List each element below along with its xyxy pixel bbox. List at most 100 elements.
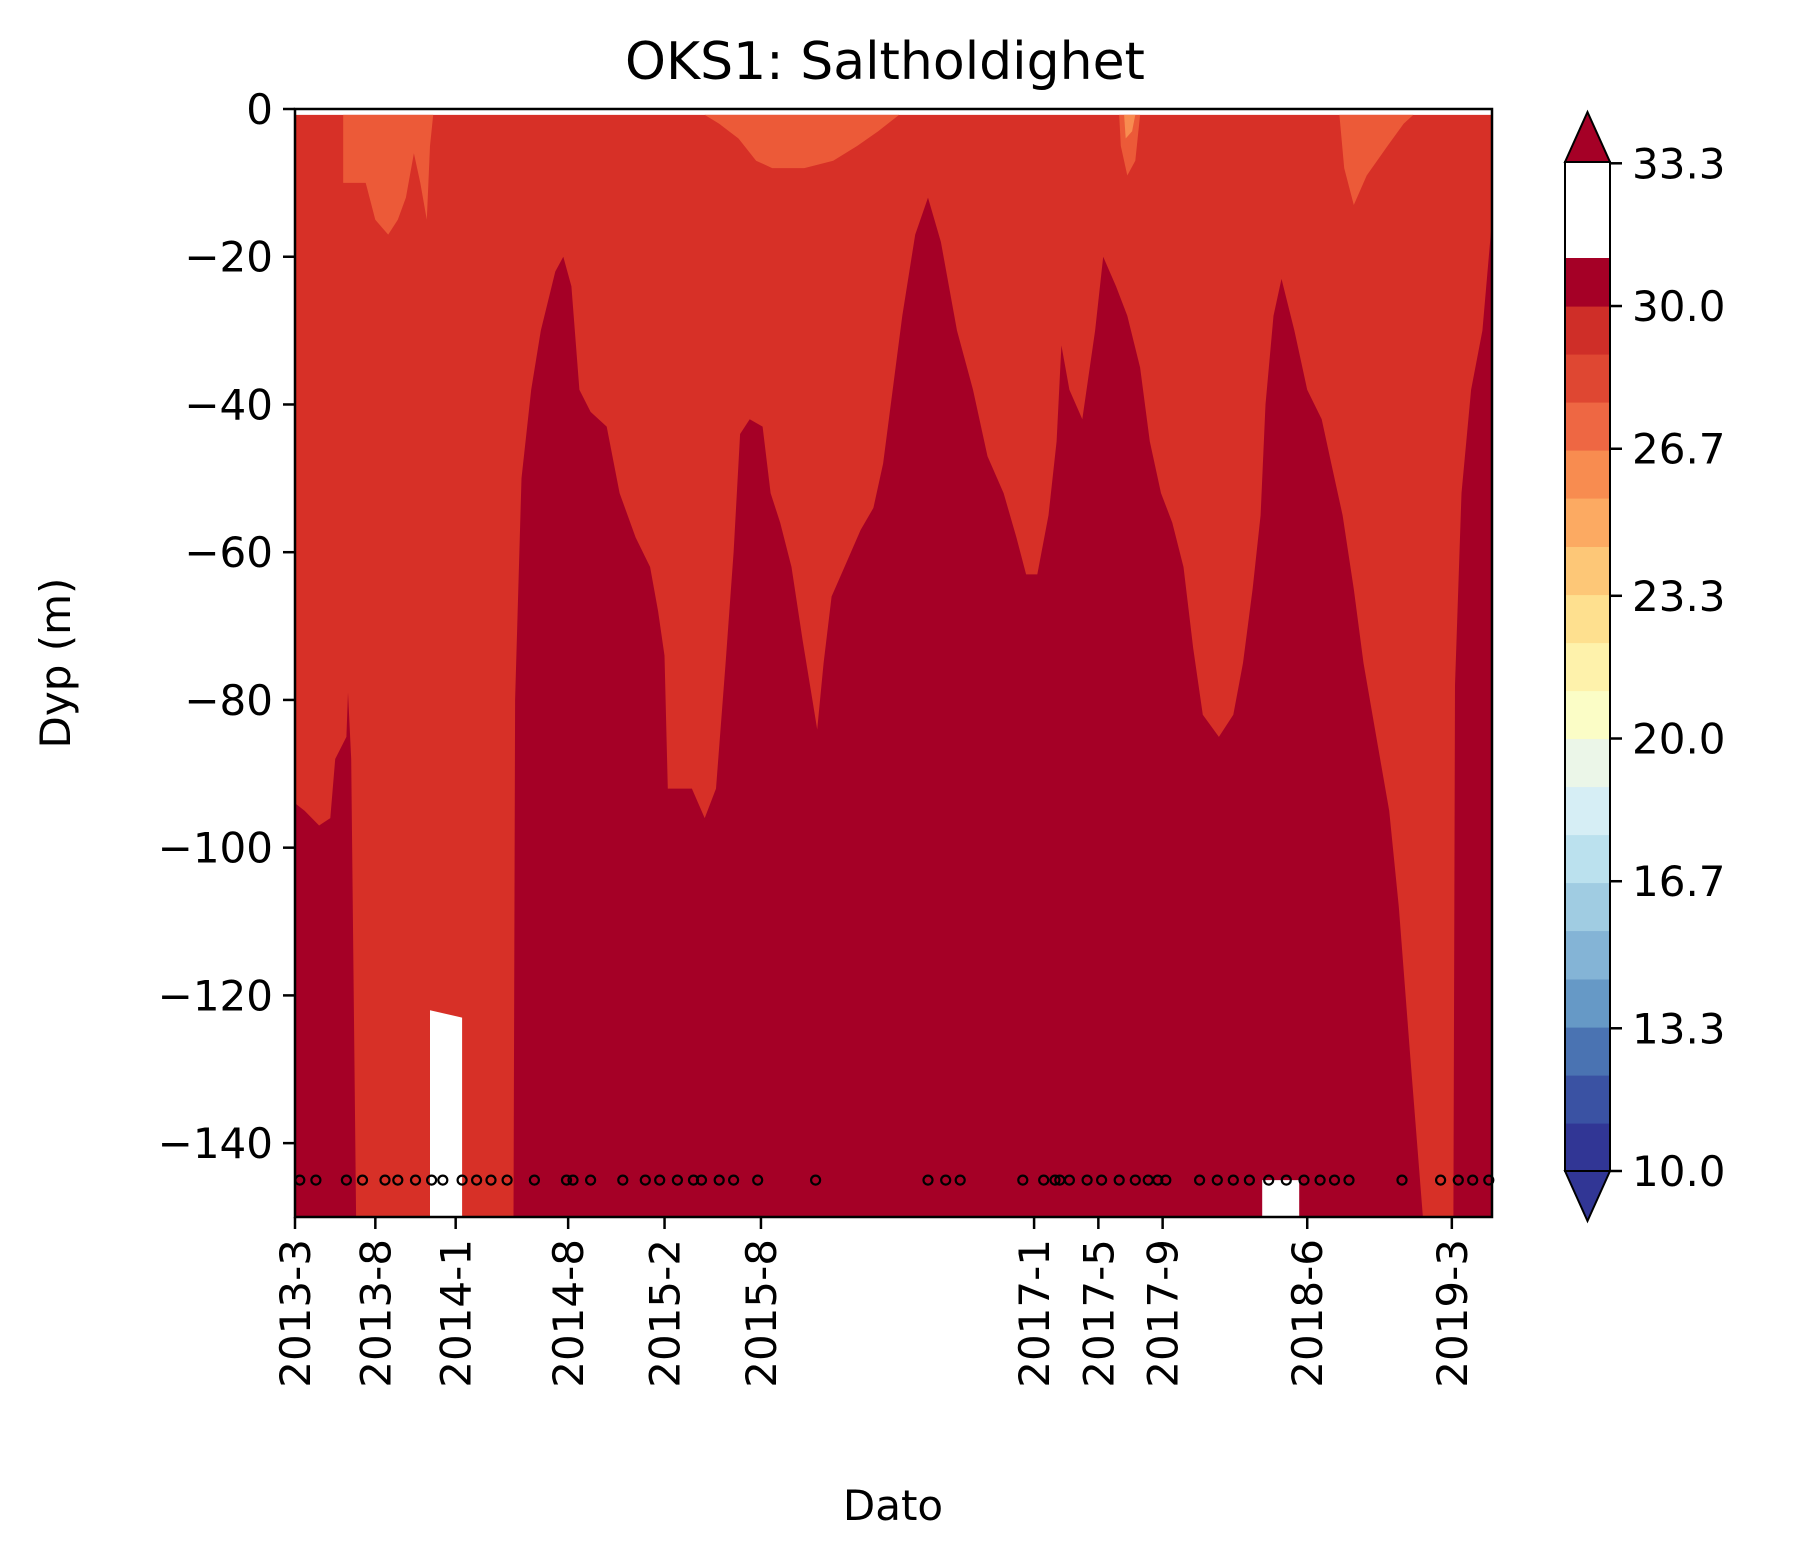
sample-marker (1343, 1174, 1355, 1186)
colorbar-segment (1565, 738, 1610, 788)
sample-marker (1160, 1174, 1172, 1186)
colorbar-segment (1565, 258, 1610, 307)
y-tick-label: −120 (158, 971, 273, 1020)
sample-marker (1396, 1174, 1408, 1186)
colorbar-segment (1565, 786, 1610, 836)
sample-marker (1434, 1174, 1447, 1186)
sample-marker (1467, 1174, 1479, 1186)
colorbar-segment (1565, 1027, 1610, 1076)
sample-marker (809, 1174, 822, 1186)
y-tick-label: −100 (158, 824, 273, 873)
colorbar-tick-label: 13.3 (1632, 1004, 1726, 1053)
sample-marker (1081, 1174, 1093, 1186)
colorbar-tick-label: 20.0 (1632, 715, 1726, 764)
colorbar-segment (1565, 354, 1610, 403)
contour-fields (295, 114, 1492, 1218)
sample-marker (1129, 1174, 1141, 1186)
sample-marker (340, 1174, 352, 1186)
sample-marker (501, 1174, 513, 1186)
colorbar-tick-label: 16.7 (1632, 857, 1726, 906)
sample-marker (1211, 1174, 1223, 1186)
x-tick-label: 2014-1 (432, 1239, 481, 1388)
sample-marker (471, 1174, 483, 1186)
colorbar-segment (1565, 546, 1610, 596)
colorbar-segment (1565, 498, 1610, 547)
sample-marker (485, 1174, 497, 1186)
y-tick-label: −20 (184, 233, 273, 282)
x-tick-label: 2015-2 (641, 1239, 690, 1388)
sample-marker (1263, 1174, 1275, 1186)
colorbar-tick-label: 26.7 (1632, 425, 1726, 474)
colorbar-extend-max (1563, 109, 1612, 163)
colorbar-segment (1565, 306, 1610, 355)
colorbar: 10.0 13.3 16.7 20.0 23.3 26.7 30.0 33.3 (1563, 109, 1726, 1224)
colorbar-extend-min (1563, 1170, 1612, 1224)
plot-area (293, 107, 1495, 1219)
sample-marker (426, 1174, 438, 1186)
deep-saltiest-field (295, 197, 1492, 1218)
sample-marker (639, 1174, 651, 1186)
x-tick-label: 2015-8 (737, 1239, 786, 1388)
sample-marker (654, 1174, 666, 1186)
x-tick-label: 2013-8 (351, 1239, 400, 1388)
gap-2018 (1262, 1180, 1300, 1217)
sample-marker (584, 1174, 597, 1186)
x-tick-label: 2019-3 (1428, 1239, 1477, 1388)
sample-marker (560, 1174, 573, 1186)
sample-marker (356, 1174, 369, 1186)
gap-2014 (430, 1010, 463, 1217)
sample-marker (695, 1174, 708, 1186)
sample-marker (940, 1174, 952, 1186)
colorbar-segment (1565, 642, 1610, 692)
sample-marker (1095, 1174, 1108, 1186)
sample-marker (617, 1174, 629, 1186)
colorbar-tick-label: 33.3 (1632, 139, 1726, 188)
sample-marker (528, 1174, 541, 1186)
sample-marker (1193, 1174, 1206, 1186)
surface-fresher-field-2 (704, 114, 900, 169)
surface-freshest-patch (1124, 114, 1136, 139)
colorbar-segment (1565, 1075, 1610, 1124)
x-tick-label: 2013-3 (271, 1239, 320, 1388)
colorbar-tick-label: 10.0 (1632, 1147, 1726, 1196)
colorbar-segment (1565, 930, 1610, 980)
sample-marker (456, 1174, 468, 1186)
x-tick-label: 2017-1 (1010, 1239, 1059, 1388)
colorbar-segment (1565, 834, 1610, 884)
sample-marker (713, 1174, 725, 1186)
colorbar-tick-label: 23.3 (1632, 572, 1726, 621)
sample-marker (1452, 1174, 1464, 1186)
sample-marker (1298, 1174, 1310, 1186)
sample-marker (1314, 1174, 1326, 1186)
y-axis: 0 −20 −40 −60 −80 −100 −120 −140 (158, 85, 295, 1168)
x-tick-label: 2014-8 (544, 1239, 593, 1388)
sample-marker (310, 1174, 322, 1186)
sample-marker (379, 1174, 391, 1186)
sample-marker (1063, 1174, 1076, 1186)
colorbar-segment (1565, 1123, 1610, 1172)
sample-marker (409, 1174, 422, 1186)
y-axis-label: Dyp (m) (31, 578, 80, 749)
plot-frame (293, 107, 1494, 1219)
surface-fresher-field-1 (343, 114, 434, 235)
colorbar-segment (1565, 594, 1610, 644)
colorbar-segment (1565, 450, 1610, 499)
sample-marker (1049, 1174, 1061, 1186)
sample-marker (1227, 1174, 1239, 1186)
sample-marker (1280, 1174, 1292, 1186)
colorbar-tick-label: 30.0 (1632, 282, 1726, 331)
sample-marker (752, 1174, 764, 1186)
sample-marker (1113, 1174, 1125, 1186)
sample-marker (567, 1174, 579, 1186)
x-tick-label: 2017-5 (1074, 1239, 1123, 1388)
y-tick-label: −60 (184, 528, 273, 577)
surface-fresher-field-4 (1339, 114, 1414, 205)
x-axis-label: Dato (843, 1481, 943, 1530)
sample-marker (1483, 1174, 1495, 1186)
sample-marker (954, 1174, 966, 1186)
colorbar-segment (1565, 690, 1610, 740)
sample-marker (727, 1174, 740, 1186)
colorbar-segment (1565, 882, 1610, 932)
x-tick-label: 2017-9 (1139, 1239, 1188, 1388)
